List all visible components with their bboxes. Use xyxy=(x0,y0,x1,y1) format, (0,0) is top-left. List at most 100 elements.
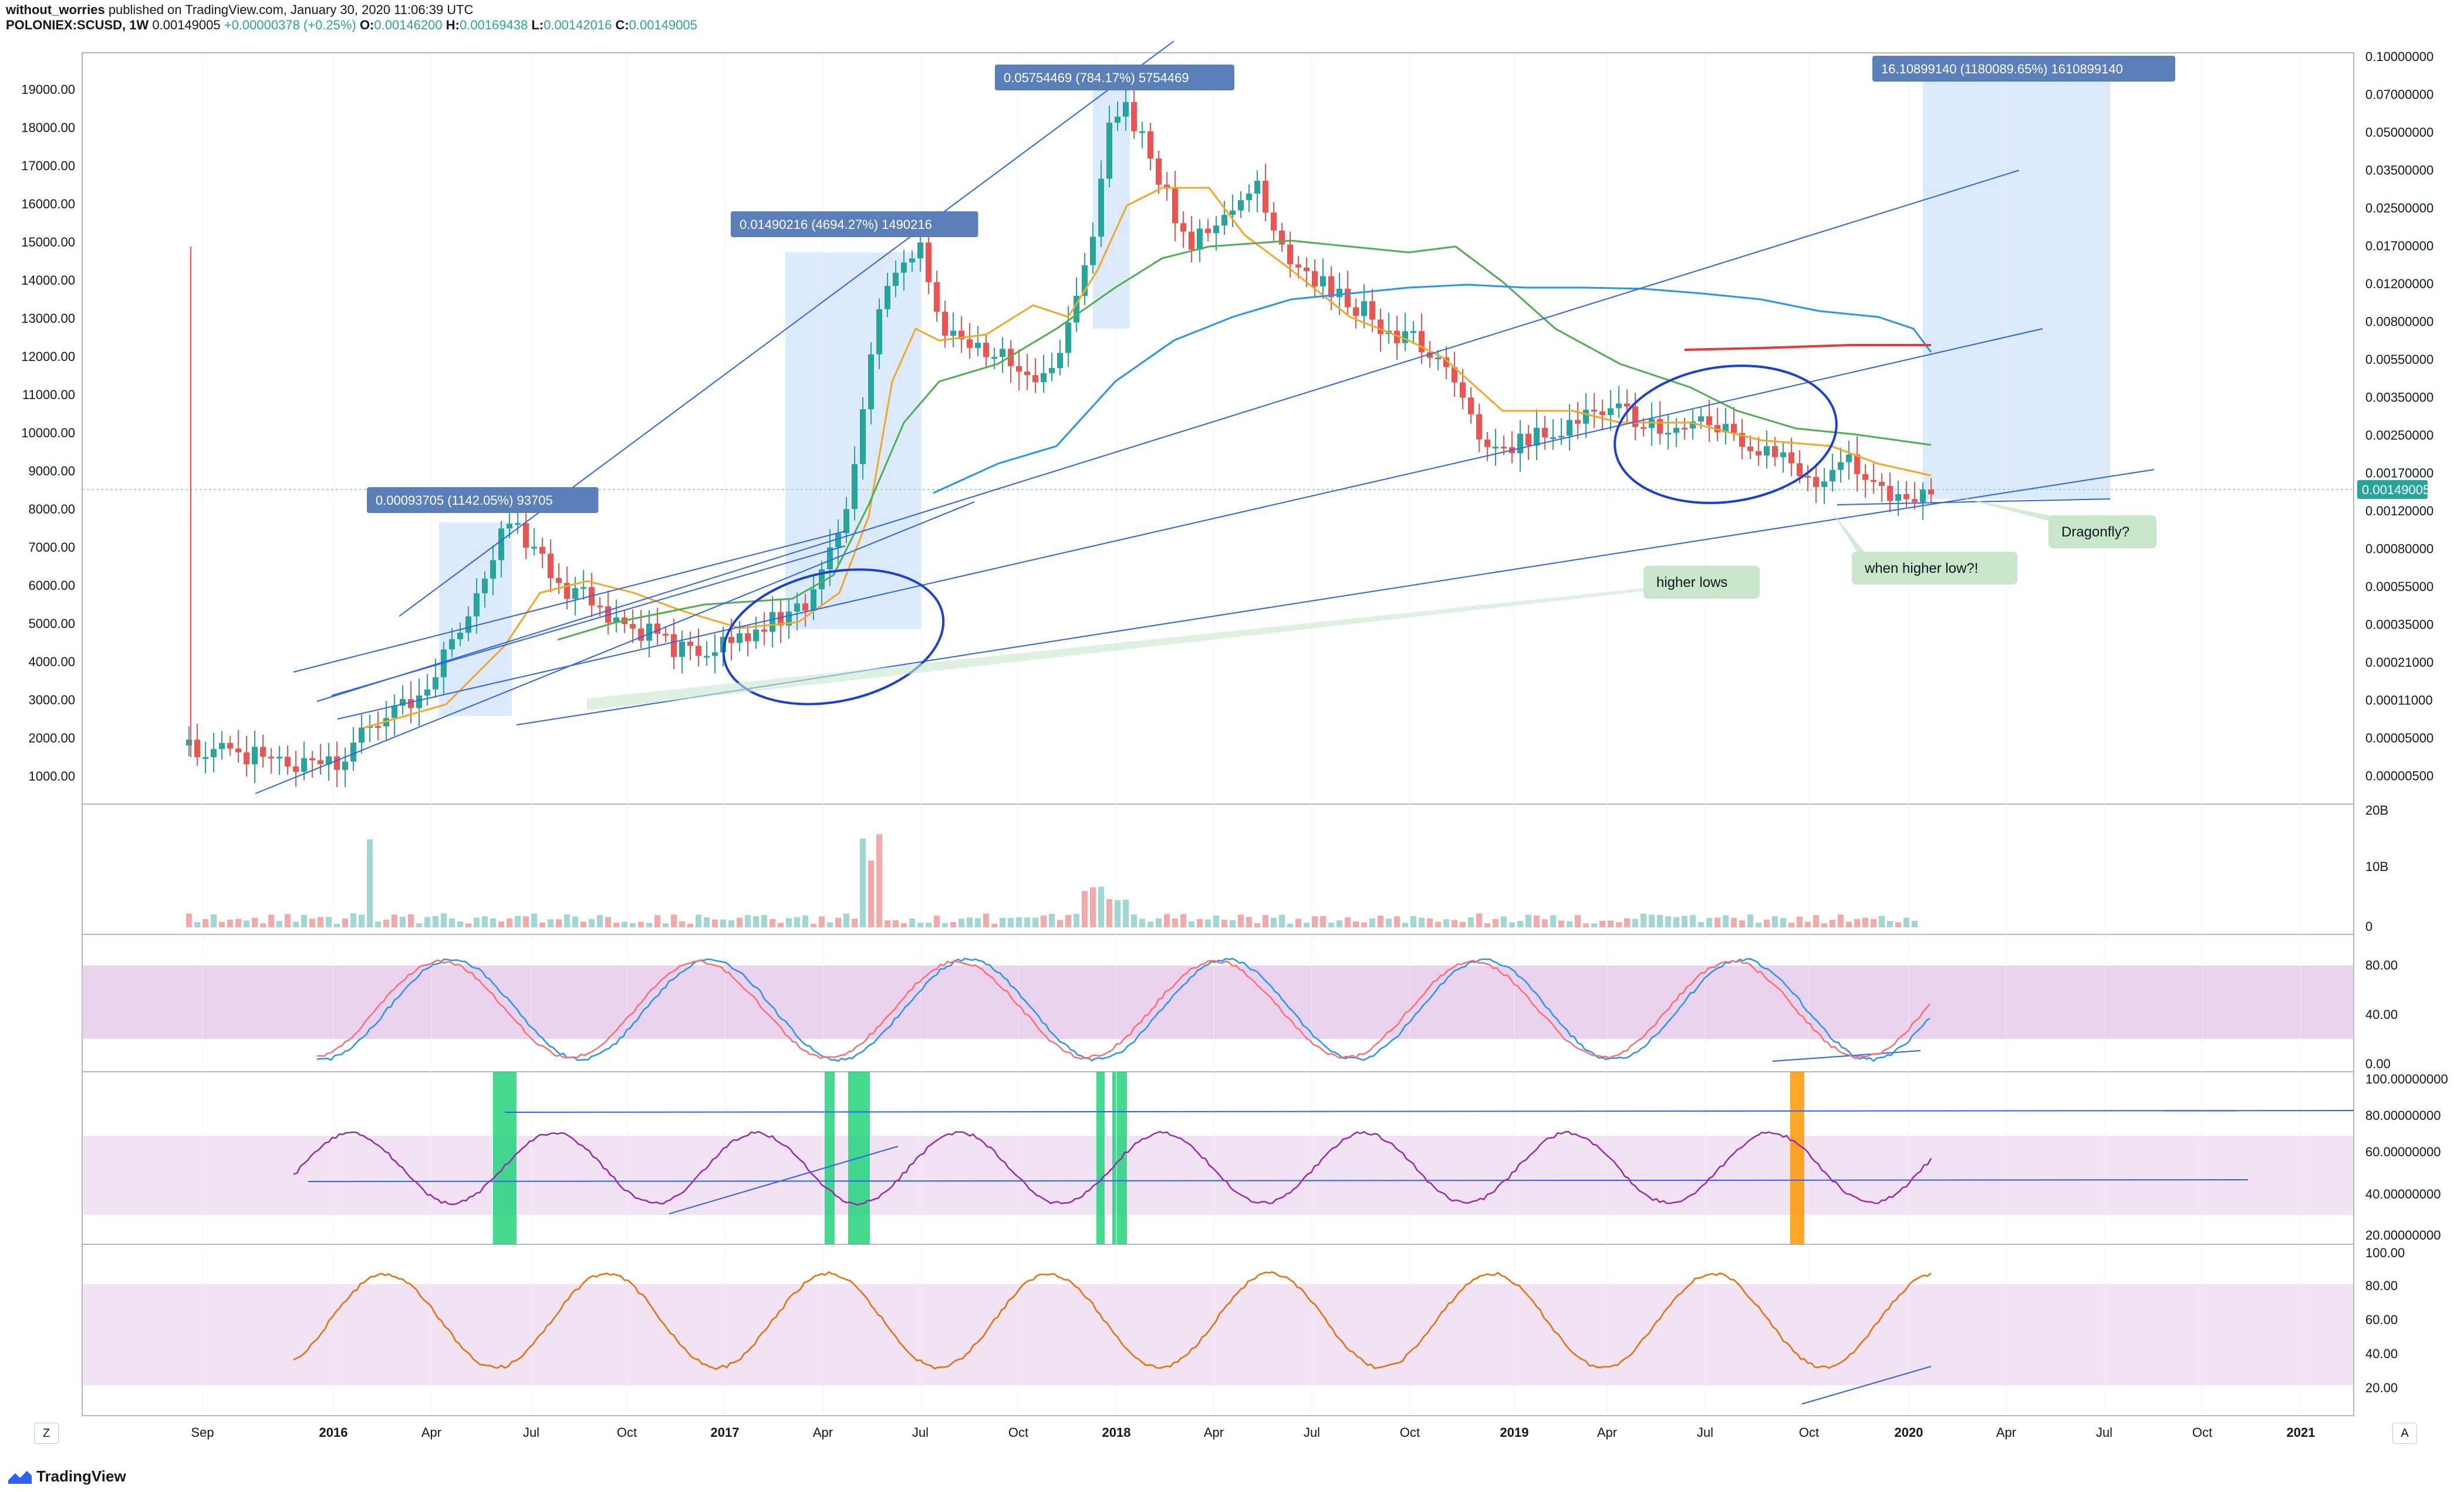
candle-body xyxy=(638,628,644,641)
candle-body xyxy=(868,354,874,410)
candle-body xyxy=(1024,372,1030,376)
rsi-line xyxy=(293,1130,1932,1206)
symbol[interactable]: POLONIEX:SCUSD, 1W xyxy=(6,18,149,32)
candle-body xyxy=(1567,420,1572,436)
author[interactable]: without_worries xyxy=(6,2,105,17)
volume-bar xyxy=(194,922,200,927)
volume-bar xyxy=(408,914,414,927)
candle-body xyxy=(1016,366,1022,372)
candle-body xyxy=(901,262,907,273)
left-axis-label: 5000.00 xyxy=(28,616,75,631)
right-axis-label: 0.00055000 xyxy=(2365,579,2433,594)
right-axis-label: 0.00011000 xyxy=(2365,693,2433,708)
volume-bar xyxy=(745,915,751,927)
candle-body xyxy=(876,309,882,355)
osc-axis-label: 100.00 xyxy=(2365,1245,2405,1260)
candle-body xyxy=(942,312,948,336)
time-tick-label: Oct xyxy=(2192,1425,2212,1440)
measure-box xyxy=(785,252,922,629)
candle-body xyxy=(1172,187,1178,224)
volume-bar xyxy=(1090,887,1096,927)
candle-body xyxy=(1065,322,1071,353)
volume-bar xyxy=(1493,919,1498,927)
candle-body xyxy=(293,766,299,772)
volume-bar xyxy=(1698,921,1704,927)
candle-body xyxy=(1830,470,1835,482)
candle-body xyxy=(1772,446,1778,457)
volume-bar xyxy=(1747,914,1753,927)
zoom-button[interactable]: Z xyxy=(34,1423,59,1444)
rsi-trend-line xyxy=(669,1146,899,1214)
candle-body xyxy=(1657,418,1663,434)
low-key: L: xyxy=(531,18,544,32)
time-tick-label: 2019 xyxy=(1500,1425,1529,1440)
right-axis-label: 0.00080000 xyxy=(2365,542,2433,556)
osc-axis-label: 40.00 xyxy=(2365,1346,2398,1361)
volume-bar xyxy=(498,921,504,927)
volume-bar xyxy=(1731,917,1737,927)
candle-body xyxy=(1517,433,1523,454)
candle-body xyxy=(1098,178,1104,237)
candle-body xyxy=(679,642,685,657)
candle-body xyxy=(893,272,899,286)
candle-body xyxy=(1871,480,1876,482)
volume-bar xyxy=(1632,919,1638,927)
volume-bar xyxy=(334,923,340,927)
candle-body xyxy=(835,533,841,548)
candle-body xyxy=(1723,424,1729,433)
candle-body xyxy=(843,509,849,534)
candle-body xyxy=(1599,411,1605,415)
volume-bar xyxy=(1386,919,1392,927)
open-key: O: xyxy=(359,18,374,32)
volume-bar xyxy=(350,913,356,927)
candle-body xyxy=(301,758,307,772)
volume-bar xyxy=(819,916,825,927)
volume-bar xyxy=(285,914,291,927)
candle-body xyxy=(1698,416,1704,422)
volume-bar xyxy=(737,917,742,927)
candle-body xyxy=(1608,408,1614,415)
volume-bar xyxy=(1106,899,1112,927)
rsi-highlight xyxy=(825,1072,835,1244)
candle-body xyxy=(950,330,956,336)
candle-body xyxy=(1369,301,1375,320)
candle-body xyxy=(227,742,233,749)
volume-bar xyxy=(1805,921,1811,927)
axis-labels: Sep 2016 Apr Jul Oct 2017 Apr Jul Oct 2018 Apr Jul O… xyxy=(21,49,2448,1440)
candle-body xyxy=(1139,131,1145,133)
candle-body xyxy=(244,752,249,765)
left-axis-label: 2000.00 xyxy=(28,731,75,745)
candle-body xyxy=(1641,427,1646,429)
stoch-d-line xyxy=(316,958,1930,1059)
volume-bar xyxy=(507,918,512,927)
moving-averages xyxy=(363,187,1932,729)
measure-boxes xyxy=(439,70,2110,716)
time-tick-label: Apr xyxy=(421,1425,441,1440)
auto-scale-button[interactable]: A xyxy=(2392,1423,2417,1444)
volume-bar xyxy=(843,913,849,927)
last-price: 0.00149005 xyxy=(152,18,221,32)
volume-bar xyxy=(1230,920,1236,927)
volume-bar xyxy=(1320,916,1326,927)
volume-axis-label: 20B xyxy=(2365,803,2388,818)
candle-body xyxy=(433,677,438,690)
volume-bar xyxy=(786,918,792,927)
volume-bar xyxy=(1263,915,1268,927)
volume-bar xyxy=(375,921,381,927)
candle-body xyxy=(1131,102,1137,131)
volume-bar xyxy=(1410,916,1416,927)
candle-body xyxy=(778,612,784,626)
volume-bar xyxy=(1821,923,1827,927)
candle-body xyxy=(276,757,282,759)
volume-bar xyxy=(1057,920,1063,927)
candle-body xyxy=(1756,451,1761,456)
candle-body xyxy=(1353,307,1359,316)
right-axis-label: 0.00350000 xyxy=(2365,390,2433,405)
volume-bar xyxy=(1312,916,1318,927)
volume-bar xyxy=(1221,919,1227,927)
volume-bar xyxy=(301,914,307,927)
candle-body xyxy=(1846,454,1852,463)
right-axis-label: 0.00250000 xyxy=(2365,428,2433,443)
volume-bar xyxy=(449,918,455,927)
